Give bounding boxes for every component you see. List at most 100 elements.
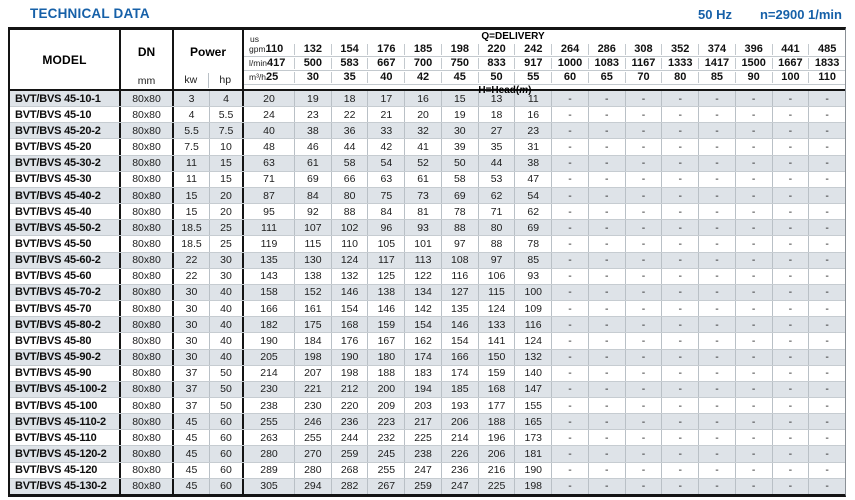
table-row: BVT/BVS 45-70 80x80 30 40 166 161 154 146 142 135… — [10, 300, 845, 317]
head-value-cell: - — [808, 220, 845, 236]
head-value-cell: - — [587, 268, 625, 284]
delivery-header-cell: 485 — [808, 43, 845, 55]
head-value-cell: 106 — [477, 268, 515, 284]
head-value-cell: 63 — [367, 171, 404, 187]
model-cell: BVT/BVS 45-60 — [15, 270, 92, 283]
head-value-cell: - — [661, 155, 698, 171]
head-value-cell: - — [808, 349, 845, 365]
head-value-cell: - — [661, 284, 698, 301]
delivery-header-cell: 1000 — [551, 58, 588, 69]
head-value-cell: 244 — [330, 430, 368, 446]
head-value-cell: 230 — [242, 381, 294, 397]
head-value-cell: - — [661, 107, 698, 123]
hp-cell: 60 — [209, 478, 242, 494]
head-value-cell: 124 — [330, 252, 368, 268]
kw-cell: 30 — [185, 351, 198, 364]
head-value-cell: 116 — [440, 268, 478, 284]
head-value-cell: 27 — [477, 123, 515, 139]
head-value-cell: 206 — [477, 446, 515, 462]
head-value-cell: - — [587, 284, 625, 301]
head-value-cell: 141 — [477, 333, 515, 349]
delivery-value: 667 — [377, 57, 396, 69]
head-value-cell: 205 — [242, 349, 294, 365]
model-cell: BVT/BVS 45-50-2 — [15, 221, 101, 234]
delivery-value: 833 — [487, 57, 506, 69]
head-value-cell: 209 — [367, 397, 404, 414]
model-cell: BVT/BVS 45-20 — [15, 141, 92, 154]
hp-cell: 10 — [209, 139, 242, 155]
head-value-cell: - — [587, 414, 625, 430]
head-value-cell: - — [734, 91, 772, 107]
head-value-cell: 95 — [242, 204, 294, 220]
head-value-cell: 188 — [477, 414, 515, 430]
head-value-cell: - — [551, 220, 588, 236]
head-value-cell: 154 — [440, 333, 478, 349]
head-value-cell: - — [698, 381, 735, 397]
head-value-cell: - — [661, 462, 698, 478]
head-value-cell: - — [661, 301, 698, 317]
hp-cell: 40 — [209, 301, 242, 317]
dn-cell: 80x80 — [119, 430, 174, 446]
head-value-cell: - — [698, 107, 735, 123]
column-header-power: Power kw hp — [174, 30, 242, 89]
kw-cell: 30 — [185, 318, 198, 331]
table-row: BVT/BVS 45-40-2 80x80 15 20 87 84 80 75 73 69 62 54… — [10, 186, 845, 204]
head-value-cell: 96 — [367, 220, 404, 236]
head-value-cell: - — [624, 155, 662, 171]
head-value-cell: - — [698, 171, 735, 187]
head-value-cell: - — [624, 268, 662, 284]
head-value-cell: - — [661, 91, 698, 107]
head-value-cell: 42 — [367, 139, 404, 155]
hp-cell: 30 — [209, 252, 242, 268]
head-value-cell: 184 — [294, 333, 331, 349]
delivery-header-cell: 35 — [330, 72, 368, 83]
head-value-cell: - — [661, 187, 698, 204]
delivery-value: 417 — [266, 57, 286, 69]
head-value-cell: - — [734, 333, 772, 349]
dn-cell: 80x80 — [119, 317, 174, 333]
head-value-cell: - — [734, 107, 772, 123]
dn-cell: 80x80 — [119, 333, 174, 349]
delivery-header-cell: 750 — [440, 58, 478, 69]
head-value-cell: 214 — [440, 430, 478, 446]
head-value-cell: - — [551, 446, 588, 462]
head-value-cell: - — [551, 155, 588, 171]
head-value-cell: - — [771, 414, 809, 430]
head-value-cell: - — [808, 252, 845, 268]
head-value-cell: - — [661, 220, 698, 236]
delivery-value: 700 — [413, 57, 433, 69]
delivery-value: 198 — [450, 42, 469, 55]
delivery-gpm-row: gpm 110 132 154 176 185 198 220 242 264 286 308 352 3… — [244, 42, 845, 57]
head-value-cell: 155 — [514, 397, 551, 414]
model-cell: BVT/BVS 45-120 — [15, 464, 98, 477]
head-value-cell: - — [771, 236, 809, 252]
delivery-header-cell: 396 — [734, 42, 772, 55]
delivery-unit-label: l/min — [249, 58, 267, 68]
head-value-cell: 154 — [330, 301, 368, 317]
delivery-value: 396 — [744, 42, 763, 55]
head-value-cell: 158 — [242, 284, 294, 301]
delivery-header-cell: 667 — [367, 58, 404, 69]
head-value-cell: - — [551, 204, 588, 220]
head-value-cell: 280 — [294, 462, 331, 478]
head-value-cell: 97 — [440, 236, 478, 252]
head-value-cell: - — [734, 349, 772, 365]
table-row: BVT/BVS 45-90-2 80x80 30 40 205 198 190 180 174 1… — [10, 348, 845, 365]
dn-cell: 80x80 — [119, 139, 174, 155]
head-value-cell: - — [624, 301, 662, 317]
head-value-cell: - — [624, 171, 662, 187]
head-value-cell: 223 — [367, 414, 404, 430]
dn-cell: 80x80 — [119, 446, 174, 462]
head-value-cell: 69 — [514, 220, 551, 236]
head-value-cell: 102 — [330, 220, 368, 236]
head-value-cell: 13 — [477, 91, 515, 107]
column-header-model: MODEL — [42, 52, 87, 67]
head-value-cell: - — [698, 478, 735, 494]
head-value-cell: - — [624, 204, 662, 220]
head-value-cell: 97 — [477, 252, 515, 268]
head-value-cell: 16 — [404, 91, 441, 107]
head-value-cell: - — [698, 446, 735, 462]
model-cell: BVT/BVS 45-40-2 — [15, 189, 101, 202]
head-value-cell: - — [551, 171, 588, 187]
